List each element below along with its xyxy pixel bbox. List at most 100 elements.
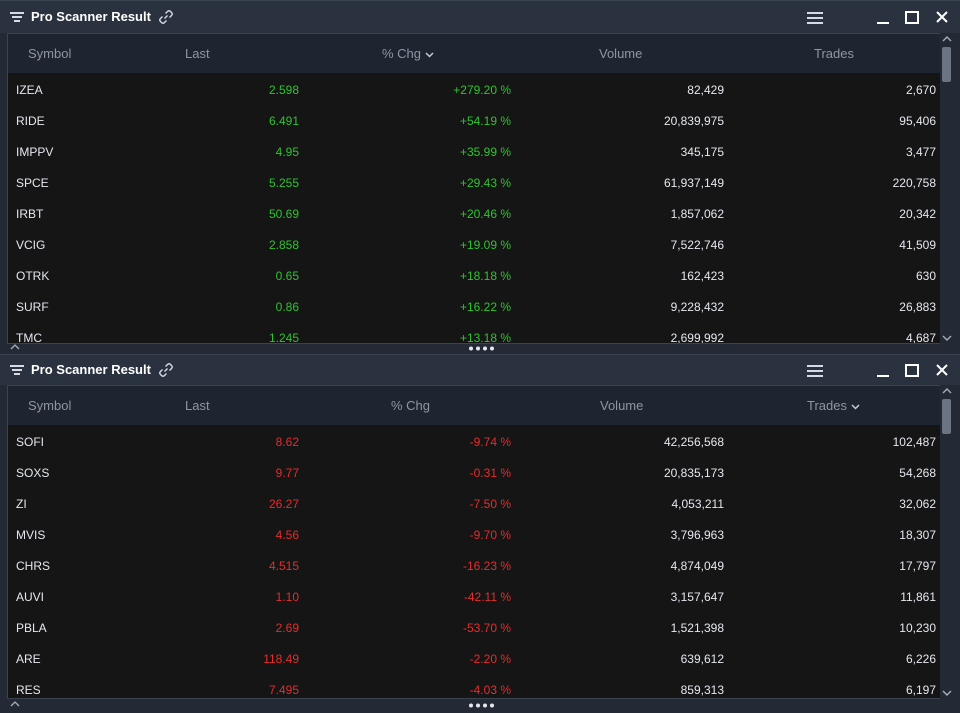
- cell-volume: 2,699,992: [670, 331, 724, 344]
- scroll-down-icon[interactable]: [942, 689, 952, 697]
- cell-pct-change: -42.11 %: [463, 590, 511, 604]
- column-header-last[interactable]: Last: [185, 46, 210, 61]
- table-row[interactable]: VCIG 2.858 +19.09 % 7,522,746 41,509: [8, 228, 940, 259]
- cell-trades: 54,268: [899, 466, 936, 480]
- column-header-volume[interactable]: Volume: [599, 46, 643, 61]
- column-header-chg[interactable]: % Chg: [382, 46, 434, 61]
- cell-symbol: MVIS: [16, 528, 46, 542]
- table-row[interactable]: ZI 26.27 -7.50 % 4,053,211 32,062: [8, 487, 940, 518]
- hamburger-menu-icon[interactable]: [807, 11, 823, 24]
- column-header-trades[interactable]: Trades: [814, 46, 854, 61]
- scroll-up-icon[interactable]: [942, 387, 952, 395]
- cell-trades: 630: [915, 269, 936, 283]
- filter-icon[interactable]: [10, 364, 24, 376]
- results-table: Symbol Last % Chg Volume Trades IZEA 2.59…: [7, 33, 941, 344]
- cell-last: 7.495: [268, 683, 299, 697]
- cell-last: 6.491: [268, 114, 299, 128]
- chevron-down-icon: [851, 404, 860, 410]
- resize-grip-icon[interactable]: [468, 346, 494, 351]
- table-row[interactable]: RES 7.495 -4.03 % 859,313 6,197: [8, 673, 940, 698]
- column-header-last[interactable]: Last: [185, 398, 210, 413]
- cell-trades: 41,509: [899, 238, 936, 252]
- table-row[interactable]: PBLA 2.69 -53.70 % 1,521,398 10,230: [8, 611, 940, 642]
- table-row[interactable]: SURF 0.86 +16.22 % 9,228,432 26,883: [8, 290, 940, 321]
- cell-pct-change: -4.03 %: [469, 683, 511, 697]
- filter-icon[interactable]: [10, 11, 24, 23]
- table-row[interactable]: IRBT 50.69 +20.46 % 1,857,062 20,342: [8, 197, 940, 228]
- panel-resize-bar[interactable]: [0, 343, 960, 353]
- cell-volume: 20,839,975: [663, 114, 724, 128]
- maximize-icon[interactable]: [905, 11, 919, 25]
- vertical-scrollbar[interactable]: [940, 33, 954, 344]
- maximize-icon[interactable]: [905, 364, 919, 378]
- scrollbar-thumb[interactable]: [942, 399, 951, 434]
- hamburger-menu-icon[interactable]: [807, 364, 823, 377]
- minimize-icon[interactable]: [876, 364, 890, 378]
- column-header-symbol[interactable]: Symbol: [28, 398, 72, 413]
- cell-trades: 6,226: [905, 652, 936, 666]
- cell-trades: 4,687: [905, 331, 936, 344]
- column-header-volume[interactable]: Volume: [600, 398, 644, 413]
- cell-volume: 20,835,173: [663, 466, 724, 480]
- cell-trades: 32,062: [899, 497, 936, 511]
- table-header: Symbol Last % Chg Volume Trades: [8, 386, 940, 425]
- resize-grip-icon[interactable]: [468, 703, 494, 708]
- collapse-up-icon[interactable]: [10, 343, 20, 350]
- table-header: Symbol Last % Chg Volume Trades: [8, 34, 940, 73]
- cell-volume: 61,937,149: [663, 176, 724, 190]
- cell-last: 4.515: [268, 559, 299, 573]
- cell-pct-change: +29.43 %: [459, 176, 511, 190]
- cell-symbol: SURF: [16, 300, 49, 314]
- cell-last: 118.49: [263, 652, 299, 666]
- column-header-symbol[interactable]: Symbol: [28, 46, 72, 61]
- panel-resize-bar[interactable]: [0, 700, 960, 710]
- close-icon[interactable]: [935, 363, 949, 377]
- link-icon[interactable]: [158, 362, 174, 378]
- cell-symbol: ARE: [16, 652, 41, 666]
- cell-symbol: SOXS: [16, 466, 50, 480]
- table-row[interactable]: ARE 118.49 -2.20 % 639,612 6,226: [8, 642, 940, 673]
- cell-volume: 82,429: [687, 83, 724, 97]
- table-row[interactable]: AUVI 1.10 -42.11 % 3,157,647 11,861: [8, 580, 940, 611]
- minimize-icon[interactable]: [876, 11, 890, 25]
- cell-trades: 10,230: [899, 621, 936, 635]
- cell-symbol: VCIG: [16, 238, 46, 252]
- table-row[interactable]: CHRS 4.515 -16.23 % 4,874,049 17,797: [8, 549, 940, 580]
- cell-pct-change: +54.19 %: [459, 114, 511, 128]
- vertical-scrollbar[interactable]: [940, 385, 954, 699]
- scanner-panel-top: Pro Scanner Result Symbol Last % Chg Vol…: [0, 0, 960, 353]
- table-row[interactable]: RIDE 6.491 +54.19 % 20,839,975 95,406: [8, 104, 940, 135]
- close-icon[interactable]: [935, 10, 949, 24]
- collapse-up-icon[interactable]: [10, 700, 20, 707]
- scroll-up-icon[interactable]: [942, 35, 952, 43]
- scroll-down-icon[interactable]: [942, 334, 952, 342]
- link-icon[interactable]: [158, 9, 174, 25]
- cell-trades: 6,197: [905, 683, 936, 697]
- table-row[interactable]: OTRK 0.65 +18.18 % 162,423 630: [8, 259, 940, 290]
- cell-symbol: ZI: [16, 497, 27, 511]
- table-row[interactable]: SPCE 5.255 +29.43 % 61,937,149 220,758: [8, 166, 940, 197]
- cell-symbol: AUVI: [16, 590, 45, 604]
- table-row[interactable]: TMC 1.245 +13.18 % 2,699,992 4,687: [8, 321, 940, 344]
- table-row[interactable]: IMPPV 4.95 +35.99 % 345,175 3,477: [8, 135, 940, 166]
- cell-last: 4.56: [275, 528, 299, 542]
- cell-symbol: OTRK: [16, 269, 50, 283]
- cell-trades: 20,342: [899, 207, 936, 221]
- table-row[interactable]: MVIS 4.56 -9.70 % 3,796,963 18,307: [8, 518, 940, 549]
- cell-trades: 26,883: [899, 300, 936, 314]
- cell-volume: 345,175: [680, 145, 724, 159]
- cell-pct-change: -7.50 %: [469, 497, 511, 511]
- table-row[interactable]: SOFI 8.62 -9.74 % 42,256,568 102,487: [8, 425, 940, 456]
- cell-pct-change: +19.09 %: [459, 238, 511, 252]
- cell-symbol: RIDE: [16, 114, 45, 128]
- table-row[interactable]: SOXS 9.77 -0.31 % 20,835,173 54,268: [8, 456, 940, 487]
- table-body: SOFI 8.62 -9.74 % 42,256,568 102,487 SOXS 9.77…: [8, 425, 940, 698]
- column-header-trades[interactable]: Trades: [807, 398, 860, 413]
- table-row[interactable]: IZEA 2.598 +279.20 % 82,429 2,670: [8, 73, 940, 104]
- cell-last: 0.65: [275, 269, 299, 283]
- scrollbar-thumb[interactable]: [942, 47, 951, 82]
- cell-pct-change: +35.99 %: [459, 145, 511, 159]
- column-header-chg[interactable]: % Chg: [391, 398, 431, 413]
- cell-symbol: PBLA: [16, 621, 47, 635]
- cell-symbol: RES: [16, 683, 41, 697]
